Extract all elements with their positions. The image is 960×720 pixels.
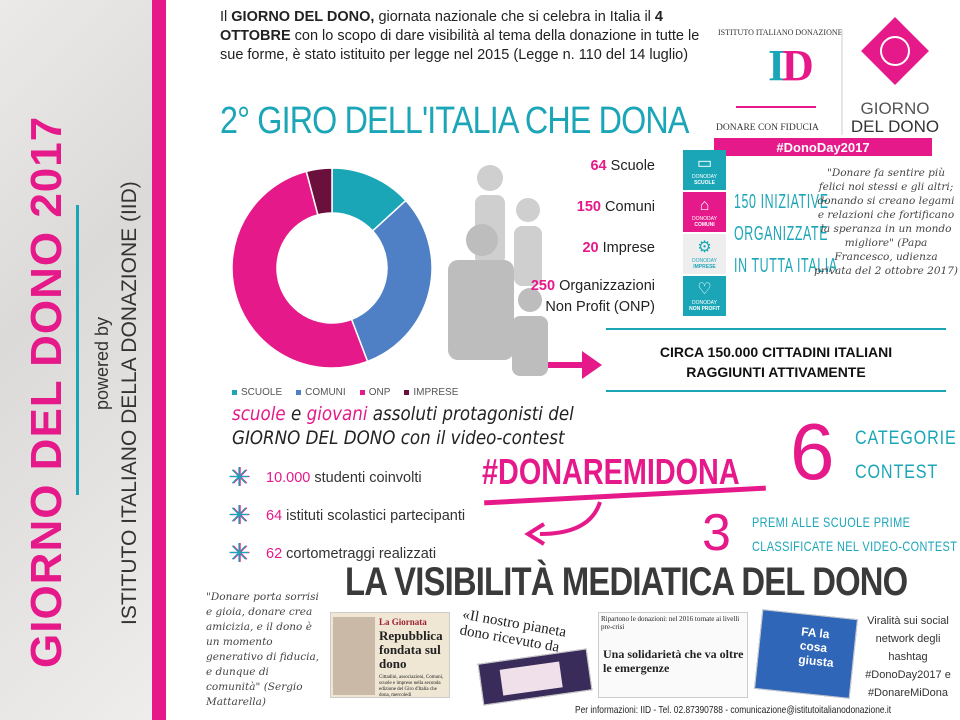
logo-mark-d: D <box>782 41 814 90</box>
curved-arrow-icon <box>524 501 602 546</box>
asterisk-icon: ✳ <box>228 538 250 568</box>
building-icon: ⌂ <box>699 197 710 214</box>
logo-del-dono: DEL DONO <box>851 117 939 136</box>
tile-comuni: ⌂ DONODAY COMUNI <box>683 192 726 232</box>
pope-quote: "Donare fa sentire più felici noi stessi… <box>814 167 958 277</box>
institute-name: ISTITUTO ITALIANO DELLA DONAZIONE (IID) <box>118 181 141 625</box>
legend-item-imprese: IMPRESE <box>404 387 458 398</box>
tv-fa-la-cosa-giusta: FA la cosa giusta <box>754 609 858 699</box>
legend-item-onp: ONP <box>359 387 390 398</box>
tv-screenshot <box>477 648 593 706</box>
powered-by: powered by <box>92 316 112 410</box>
slice-imprese <box>305 167 333 216</box>
asterisk-icon: ✳ <box>228 462 250 492</box>
chart-legend: SCUOLE COMUNI ONP IMPRESE <box>232 387 458 398</box>
logo-mark-i: I <box>768 41 785 90</box>
slice-onp <box>232 170 369 369</box>
clipping-title: Una solidarietà che va oltre le emergenz… <box>603 647 744 675</box>
arrow-right-icon <box>548 351 602 379</box>
bullet-item: ✳ 10.000 studenti coinvolti <box>226 462 422 493</box>
tile-non-profit: ♡ DONODAY NON PROFIT <box>683 276 726 316</box>
logo-hashtag: #DonoDay2017 <box>776 140 869 155</box>
clipping-title: Repubblica fondata sul dono <box>379 628 443 671</box>
bullet-item: ✳ 64 istituti scolastici partecipanti <box>226 500 465 531</box>
donut-chart <box>232 167 432 369</box>
sidebar-divider <box>76 205 79 495</box>
photo <box>333 617 375 695</box>
prizes-label: PREMI ALLE SCUOLE PRIME CLASSIFICATE NEL … <box>752 514 958 554</box>
contest-hashtag: #DONAREMIDONA <box>482 451 740 492</box>
clipping-body: Cittadini, associazioni, Comuni, scuole … <box>379 675 444 698</box>
clipping-repubblica: La Giornata Repubblica fondata sul dono … <box>330 612 450 698</box>
mattarella-quote: "Donare porta sorrisi e gioia, donare cr… <box>206 591 320 708</box>
schools-heading: scuole e giovani assoluti protagonisti d… <box>232 403 574 449</box>
logo-arc-text: ISTITUTO ITALIANO DONAZIONE <box>718 28 843 37</box>
stat-organizzazioni: 250 Organizzazioni Non Profit (ONP) <box>530 278 655 315</box>
initiatives-text: 150 INIZIATIVE ORGANIZZATE IN TUTTA ITALIA <box>734 191 838 277</box>
legend-item-comuni: COMUNI <box>296 387 346 398</box>
page-title: 2° GIRO DELL'ITALIA CHE DONA <box>220 100 689 142</box>
logo-tagline: DONARE CON FIDUCIA <box>716 123 819 133</box>
footer-contact: Per informazioni: IID - Tel. 02.87390788… <box>575 704 892 716</box>
sidebar-title: GIORNO DEL DONO 2017 <box>22 115 71 668</box>
logo-giorno: GIORNO <box>861 99 930 118</box>
legend-item-scuole: SCUOLE <box>232 387 282 398</box>
tile-scuole: ▭ DONODAY SCUOLE <box>683 150 726 190</box>
stat-imprese: 20 Imprese <box>582 240 655 256</box>
press-clippings: La Giornata Repubblica fondata sul dono … <box>330 606 860 706</box>
viral-text: Viralità sui social network degli hashta… <box>865 615 951 699</box>
logo: I D ISTITUTO ITALIANO DONAZIONE DONARE C… <box>706 10 948 158</box>
clipping-header: La Giornata <box>379 617 427 627</box>
gears-icon: ⚙ <box>697 239 712 256</box>
clipping-header: Ripartono le donazioni: nel 2016 tornate… <box>601 615 740 631</box>
categories-count: 6 <box>790 407 835 496</box>
tile-imprese: ⚙ DONODAY IMPRESE <box>683 234 726 274</box>
categories-label: CATEGORIE CONTEST <box>855 428 957 483</box>
heart-icon: ♡ <box>697 281 712 298</box>
stat-scuole: 64 Scuole <box>590 158 655 174</box>
people-icon <box>448 165 548 376</box>
asterisk-icon: ✳ <box>228 500 250 530</box>
bullet-item: ✳ 62 cortometraggi realizzati <box>226 538 436 569</box>
citizens-reached: CIRCA 150.000 CITTADINI ITALIANI RAGGIUNT… <box>606 328 946 392</box>
slice-comuni <box>350 199 432 363</box>
stat-comuni: 150 Comuni <box>576 199 655 215</box>
media-title: LA VISIBILITÀ MEDIATICA DEL DONO <box>345 560 908 604</box>
book-icon: ▭ <box>696 155 713 172</box>
pink-divider <box>152 0 166 720</box>
intro-text: Il GIORNO DEL DONO, giornata nazionale c… <box>220 9 700 63</box>
prizes-count: 3 <box>702 504 731 562</box>
clipping-solidarieta: Ripartono le donazioni: nel 2016 tornate… <box>598 612 748 698</box>
logo-graphic: I D ISTITUTO ITALIANO DONAZIONE DONARE C… <box>714 17 939 156</box>
